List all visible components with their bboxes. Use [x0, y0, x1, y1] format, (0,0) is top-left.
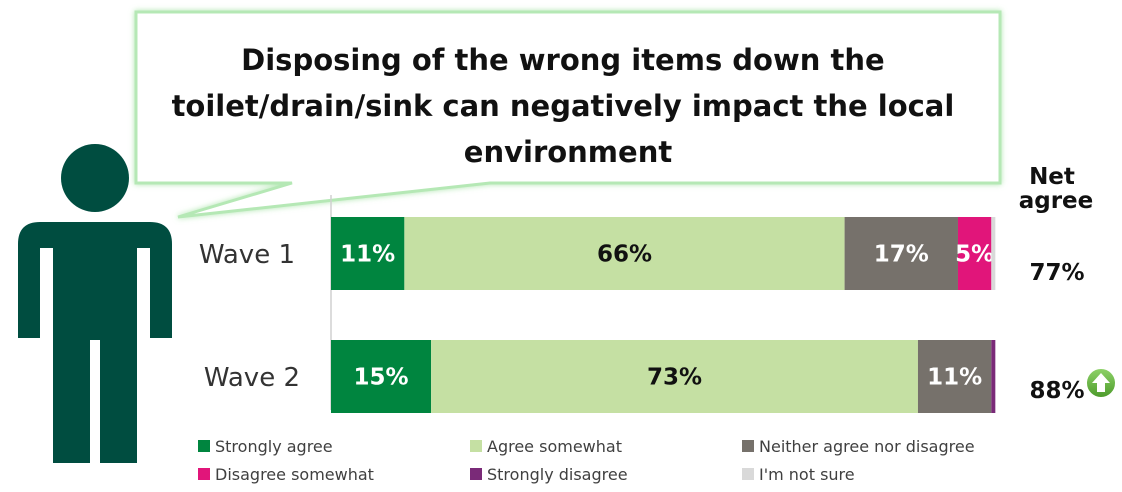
bar-wave-1-neither-agree-nor-disagree: [844, 217, 958, 290]
bar-wave-1-disagree-somewhat: [957, 217, 992, 290]
bar-label-wave-1-neither-agree-nor-disagree: 17%: [874, 242, 929, 268]
bar-label-wave-1-agree-somewhat: 66%: [597, 242, 652, 268]
bar-label-wave-2-neither-agree-nor-disagree: 11%: [927, 365, 982, 391]
bar-label-wave-1-strongly-agree: 11%: [340, 242, 395, 268]
category-label-wave-1: Wave 1: [199, 240, 295, 270]
legend-swatch-disagree-somewhat: [198, 468, 210, 480]
legend-label-disagree-somewhat: Disagree somewhat: [215, 465, 374, 484]
legend-label-strongly-disagree: Strongly disagree: [487, 465, 628, 484]
bar-label-wave-2-strongly-agree: 15%: [353, 365, 408, 391]
net-agree-wave-2: 88%: [1029, 378, 1084, 404]
chart-title-line-3: environment: [464, 135, 673, 169]
legend-swatch-i-m-not-sure: [742, 468, 754, 480]
bar-wave-2-strongly-agree: [331, 340, 432, 413]
category-label-wave-2: Wave 2: [204, 363, 300, 393]
legend-label-agree-somewhat: Agree somewhat: [487, 437, 622, 456]
bar-wave-1-strongly-agree: [331, 217, 405, 290]
bar-label-wave-1-disagree-somewhat: 5%: [955, 242, 994, 268]
legend-label-strongly-agree: Strongly agree: [215, 437, 333, 456]
speech-bubble: Disposing of the wrong items down the to…: [134, 10, 1002, 219]
chart-title-line-1: Disposing of the wrong items down the: [241, 43, 885, 77]
net-agree-header-line-1: Net: [1029, 164, 1075, 190]
net-agree-wave-1: 77%: [1029, 260, 1084, 286]
legend-swatch-neither-agree-nor-disagree: [742, 440, 754, 452]
bar-wave-1-agree-somewhat: [404, 217, 845, 290]
legend-label-neither-agree-nor-disagree: Neither agree nor disagree: [759, 437, 975, 456]
bar-wave-2-agree-somewhat: [431, 340, 918, 413]
arrow-up-icon: [1085, 367, 1117, 399]
legend-swatch-strongly-agree: [198, 440, 210, 452]
svg-text:Disposing of the wrong items d: Disposing of the wrong items down the to…: [172, 43, 965, 169]
legend: Strongly agree Agree somewhat Neither agre…: [198, 437, 975, 484]
svg-text:Net agree: Net agree: [1019, 164, 1094, 214]
legend-swatch-agree-somewhat: [470, 440, 482, 452]
person-icon: [18, 144, 172, 463]
bar-wave-2-neither-agree-nor-disagree: [917, 340, 992, 413]
legend-label-i-m-not-sure: I'm not sure: [759, 465, 855, 484]
net-agree-header-line-2: agree: [1019, 188, 1094, 214]
bar-wave-1-i-m-not-sure: [991, 217, 996, 290]
legend-swatch-strongly-disagree: [470, 468, 482, 480]
bars-group: 11% 66% 17% 5% 15% 73% 11%: [331, 217, 996, 413]
bar-wave-2-strongly-disagree: [991, 340, 996, 413]
bar-label-wave-2-agree-somewhat: 73%: [647, 365, 702, 391]
chart-title-line-2: toilet/drain/sink can negatively impact …: [172, 89, 955, 123]
